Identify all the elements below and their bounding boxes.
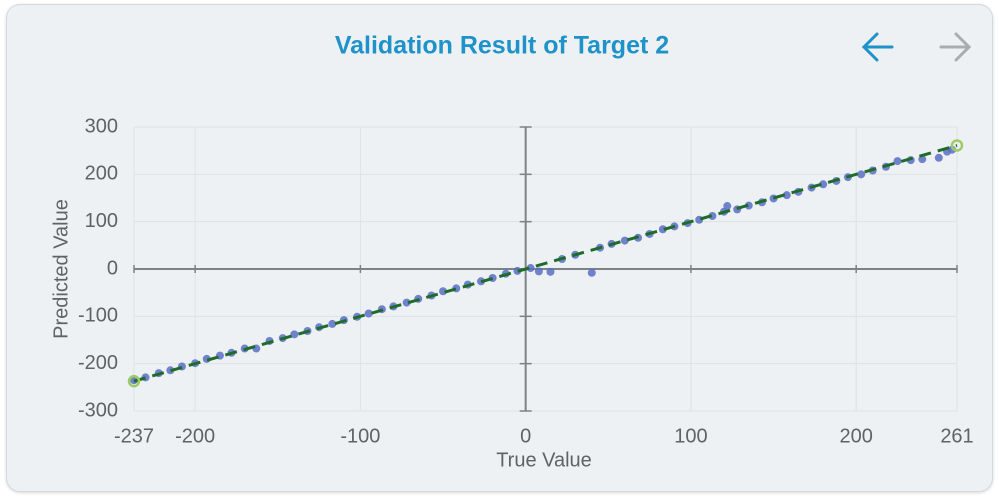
chart-title: Validation Result of Target 2	[335, 32, 669, 60]
scatter-point	[513, 266, 522, 275]
x-tick-label: 0	[520, 425, 531, 447]
scatter-point	[934, 153, 943, 162]
scatter-point	[534, 267, 543, 276]
scatter-point	[948, 145, 957, 154]
scatter-point	[744, 201, 753, 210]
scatter-point	[290, 330, 299, 339]
x-tick-label: 100	[674, 425, 707, 447]
y-tick-label: -200	[78, 352, 118, 374]
y-tick-label: 100	[85, 210, 118, 232]
y-tick-label: 200	[85, 163, 118, 185]
scatter-point	[782, 191, 791, 200]
x-tick-label: 200	[840, 425, 873, 447]
x-tick-label: -200	[175, 425, 215, 447]
scatter-point	[546, 267, 555, 276]
scatter-point	[166, 366, 175, 375]
scatter-point	[893, 157, 902, 166]
end-point	[950, 139, 964, 152]
y-tick-label: -100	[78, 305, 118, 327]
y-tick-label: 0	[107, 257, 118, 279]
scatter-point	[587, 268, 596, 277]
scatter-point	[658, 225, 667, 234]
x-tick-label: 261	[940, 425, 973, 447]
scatter-point	[857, 170, 866, 179]
y-axis-label: Predicted Value	[50, 199, 72, 339]
prev-arrow[interactable]	[861, 32, 894, 62]
scatter-point	[402, 298, 411, 307]
fit-line	[133, 144, 958, 383]
y-tick-label: 300	[85, 115, 118, 137]
y-tick-label: -300	[78, 399, 118, 421]
scatter-point	[328, 319, 337, 328]
next-arrow	[939, 32, 972, 62]
scatter-point	[526, 264, 535, 273]
end-point	[127, 374, 141, 388]
scatter-point	[819, 180, 828, 189]
scatter-point	[708, 211, 717, 220]
scatter-point	[364, 309, 373, 318]
x-tick-label: -237	[114, 425, 154, 447]
scatter-point	[723, 202, 732, 211]
x-tick-label: -100	[340, 425, 380, 447]
x-axis-label: True Value	[496, 449, 592, 471]
